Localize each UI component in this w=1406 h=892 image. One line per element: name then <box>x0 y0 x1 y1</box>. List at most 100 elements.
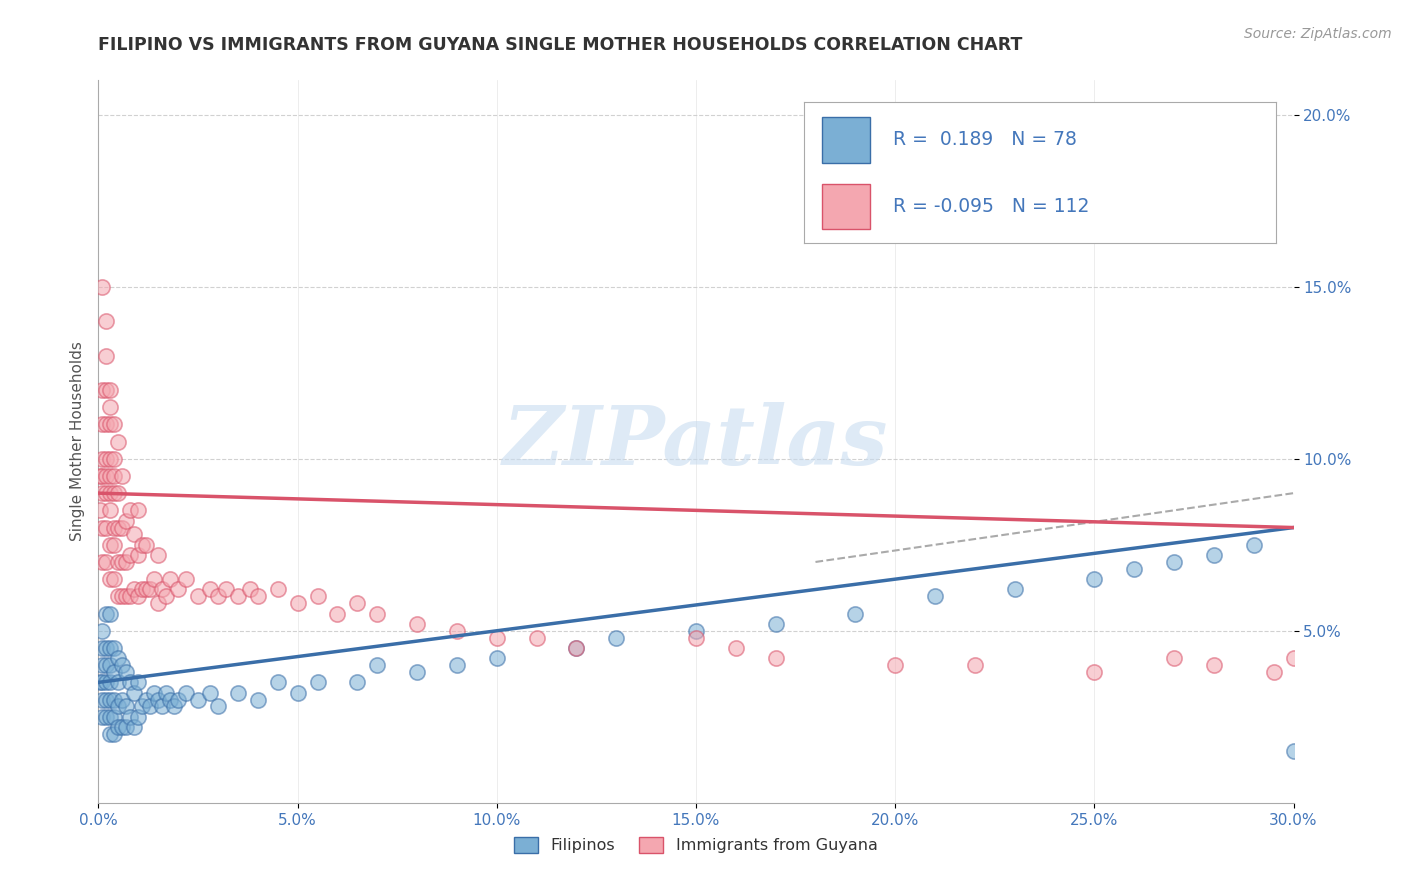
Point <box>1282 744 1305 758</box>
Point <box>150 699 173 714</box>
Point <box>103 665 125 679</box>
Point <box>89 503 111 517</box>
Point <box>267 582 290 597</box>
Point <box>96 417 118 432</box>
Point <box>1263 665 1285 679</box>
Point <box>98 451 122 466</box>
Point <box>91 469 114 483</box>
Point <box>91 640 114 655</box>
Point <box>103 710 125 724</box>
Point <box>239 582 262 597</box>
Point <box>155 686 177 700</box>
Point <box>96 486 118 500</box>
Point <box>1202 548 1225 562</box>
Point <box>159 572 181 586</box>
Point <box>131 699 153 714</box>
Legend: Filipinos, Immigrants from Guyana: Filipinos, Immigrants from Guyana <box>508 830 884 860</box>
Point <box>1163 651 1185 665</box>
Point <box>103 727 125 741</box>
Point <box>89 675 111 690</box>
Point <box>1243 538 1265 552</box>
Point <box>148 692 170 706</box>
Point <box>139 699 162 714</box>
Point <box>167 692 190 706</box>
Point <box>124 720 146 734</box>
Point <box>526 631 548 645</box>
Point <box>167 582 190 597</box>
Point <box>1202 658 1225 673</box>
Point <box>91 451 114 466</box>
Point <box>135 692 157 706</box>
Point <box>565 640 588 655</box>
Point <box>135 582 157 597</box>
Point <box>198 582 221 597</box>
Point <box>111 469 134 483</box>
Y-axis label: Single Mother Households: Single Mother Households <box>69 342 84 541</box>
Text: ZIPatlas: ZIPatlas <box>503 401 889 482</box>
Point <box>96 314 118 328</box>
Point <box>163 699 186 714</box>
Point <box>127 590 149 604</box>
Point <box>98 710 122 724</box>
Point <box>98 417 122 432</box>
Point <box>127 548 149 562</box>
Point <box>103 538 125 552</box>
Point <box>406 665 429 679</box>
Point <box>98 607 122 621</box>
Point <box>98 469 122 483</box>
Point <box>98 572 122 586</box>
Point <box>96 640 118 655</box>
Point <box>115 590 138 604</box>
Point <box>143 686 166 700</box>
Point <box>287 686 309 700</box>
Point <box>111 692 134 706</box>
Point <box>287 596 309 610</box>
Point <box>120 590 142 604</box>
Point <box>120 675 142 690</box>
Point <box>91 279 114 293</box>
Point <box>307 590 329 604</box>
Point <box>446 624 468 638</box>
Point <box>366 607 388 621</box>
Point <box>1004 582 1026 597</box>
Point <box>107 651 129 665</box>
Point <box>135 538 157 552</box>
Point <box>346 596 368 610</box>
Point <box>215 582 238 597</box>
Point <box>246 590 269 604</box>
Point <box>98 400 122 414</box>
Point <box>485 631 508 645</box>
Point <box>91 710 114 724</box>
Point <box>107 720 129 734</box>
Point <box>115 720 138 734</box>
Point <box>91 486 114 500</box>
Text: FILIPINO VS IMMIGRANTS FROM GUYANA SINGLE MOTHER HOUSEHOLDS CORRELATION CHART: FILIPINO VS IMMIGRANTS FROM GUYANA SINGL… <box>98 36 1022 54</box>
Point <box>485 651 508 665</box>
Point <box>103 640 125 655</box>
Point <box>124 527 146 541</box>
Point <box>246 692 269 706</box>
Point <box>765 616 787 631</box>
Point <box>91 692 114 706</box>
Point <box>96 607 118 621</box>
Point <box>207 590 229 604</box>
Point <box>111 555 134 569</box>
Point <box>107 675 129 690</box>
Point <box>1083 665 1105 679</box>
Point <box>91 675 114 690</box>
Text: Source: ZipAtlas.com: Source: ZipAtlas.com <box>1244 27 1392 41</box>
Point <box>115 665 138 679</box>
Point <box>120 710 142 724</box>
Point <box>107 520 129 534</box>
Point <box>98 538 122 552</box>
Point <box>565 640 588 655</box>
Point <box>103 486 125 500</box>
Point <box>96 383 118 397</box>
Point <box>107 434 129 449</box>
Point <box>107 590 129 604</box>
Point <box>98 658 122 673</box>
Point <box>1282 651 1305 665</box>
Point <box>605 631 627 645</box>
Point <box>226 590 249 604</box>
Point <box>96 675 118 690</box>
